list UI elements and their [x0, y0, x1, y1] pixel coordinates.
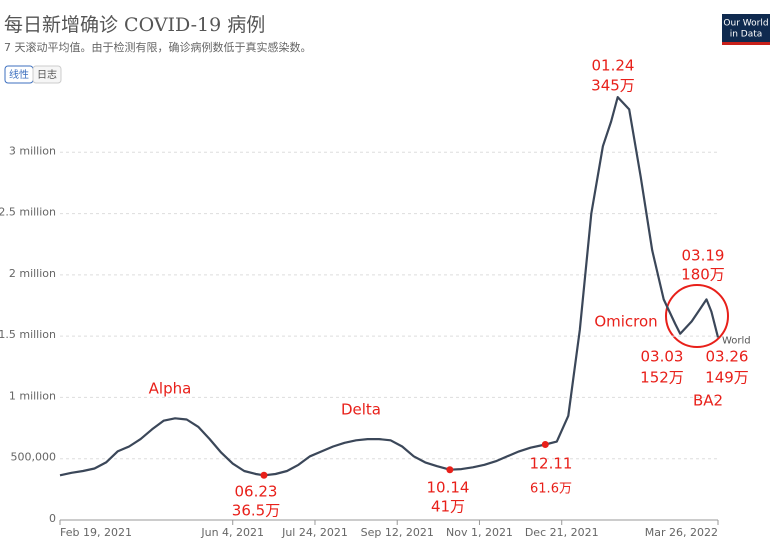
logo[interactable]	[722, 14, 770, 44]
callout-label: 345万	[591, 77, 635, 95]
callout-label: 36.5万	[232, 502, 280, 520]
x-tick-label: Sep 12, 2021	[361, 526, 434, 539]
y-tick-label: 1 million	[9, 389, 56, 402]
annotation: BA2	[693, 392, 723, 410]
x-tick-label: Jun 4, 2021	[200, 526, 264, 539]
callout-label: 61.6万	[530, 482, 572, 497]
log-label[interactable]: 日志	[37, 68, 57, 81]
y-tick-label: 1.5 million	[0, 328, 56, 341]
callout-label: 152万	[640, 369, 684, 387]
point-marker	[260, 471, 268, 479]
callout-label: 149万	[705, 369, 749, 387]
series-label: World	[722, 335, 751, 346]
logo-text: Our World	[723, 19, 768, 29]
callout-label: 03.03	[641, 348, 684, 366]
callout-label: 03.26	[706, 348, 749, 366]
highlight-circle	[665, 284, 729, 348]
y-tick-label: 2 million	[9, 267, 56, 280]
callout-label: 41万	[431, 498, 465, 516]
x-tick-label: Feb 19, 2021	[60, 526, 132, 539]
callout-label: 180万	[681, 266, 725, 284]
chart-title: 每日新增确诊 COVID-19 病例	[4, 14, 265, 36]
log-button[interactable]	[32, 65, 62, 84]
x-tick-label: Nov 1, 2021	[446, 526, 513, 539]
annotation: Alpha	[149, 380, 192, 398]
point-marker	[446, 466, 454, 474]
x-tick-label: Jul 24, 2021	[281, 526, 348, 539]
annotation: Delta	[341, 401, 381, 419]
y-tick-label: 0	[49, 512, 56, 525]
x-tick-label: Mar 26, 2022	[645, 526, 718, 539]
callout-label: 03.19	[682, 247, 725, 265]
y-tick-label: 500,000	[11, 451, 57, 464]
x-tick-label: Dec 21, 2021	[525, 526, 599, 539]
callout-label: 10.14	[427, 479, 470, 497]
point-marker	[541, 440, 549, 448]
linear-label[interactable]: 线性	[9, 68, 29, 81]
series-line	[59, 96, 720, 477]
callout-label: 12.11	[530, 455, 573, 473]
annotation: Omicron	[594, 313, 657, 331]
logo-bar	[722, 42, 770, 45]
chart-subtitle: 7 天滚动平均值。由于检测有限，确诊病例数低于真实感染数。	[4, 40, 312, 54]
callout-label: 01.24	[592, 57, 635, 75]
callout-label: 06.23	[235, 483, 278, 501]
y-tick-label: 2.5 million	[0, 206, 56, 219]
y-tick-label: 3 million	[9, 144, 56, 157]
logo-text: in Data	[730, 30, 763, 40]
